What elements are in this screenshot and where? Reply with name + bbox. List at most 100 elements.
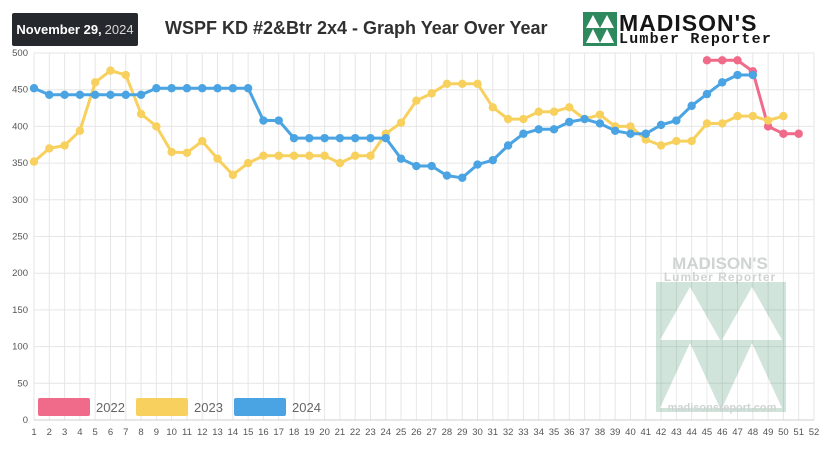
x-tick-label: 43 (671, 427, 682, 438)
y-tick-label: 450 (12, 85, 28, 96)
data-point-2024 (259, 116, 268, 125)
data-point-2023 (503, 114, 513, 124)
data-point-2024 (366, 133, 375, 143)
data-point-2023 (75, 126, 85, 136)
data-point-2023 (274, 151, 283, 160)
legend-label-2024: 2024 (292, 400, 321, 415)
data-point-2023 (121, 70, 130, 80)
x-tick-label: 3 (62, 427, 67, 438)
data-point-2024 (656, 120, 666, 130)
data-point-2024 (412, 161, 421, 171)
data-point-2022 (702, 56, 712, 65)
data-point-2023 (243, 158, 253, 168)
x-tick-label: 49 (763, 427, 774, 438)
data-point-2023 (626, 122, 635, 131)
date-year: 2024 (104, 22, 134, 37)
data-point-2023 (45, 144, 54, 153)
chart-title: WSPF KD #2&Btr 2x4 - Graph Year Over Yea… (165, 18, 548, 38)
madisons-logo: MADISON'S Lumber Reporter (583, 10, 803, 48)
y-tick-label: 0 (23, 415, 28, 426)
data-point-2024 (182, 84, 192, 93)
x-tick-label: 18 (289, 427, 300, 438)
data-point-2024 (641, 129, 650, 138)
x-tick-label: 29 (457, 427, 468, 438)
y-tick-label: 400 (12, 121, 28, 132)
x-tick-label: 11 (182, 427, 192, 438)
series-2023 (29, 66, 788, 180)
data-point-2024 (733, 70, 742, 80)
data-point-2024 (442, 171, 452, 180)
x-tick-label: 4 (77, 427, 82, 438)
data-point-2024 (427, 161, 436, 171)
x-tick-label: 12 (197, 427, 208, 438)
data-point-2024 (335, 133, 345, 143)
data-point-2024 (243, 84, 253, 93)
logo-title: MADISON'S (619, 10, 758, 36)
x-tick-label: 9 (154, 427, 159, 438)
data-point-2023 (90, 78, 100, 87)
data-point-2024 (748, 70, 758, 80)
x-tick-label: 42 (656, 427, 667, 438)
x-tick-label: 41 (640, 427, 651, 438)
data-point-2023 (412, 96, 421, 105)
data-point-2024 (106, 90, 115, 100)
y-axis: 0 50 100 150 200 250 300 350 400 450 500 (12, 48, 28, 426)
data-point-2023 (289, 151, 299, 160)
x-tick-label: 34 (533, 427, 544, 438)
data-point-2023 (442, 79, 452, 89)
x-tick-label: 24 (380, 427, 391, 438)
data-point-2023 (718, 119, 727, 128)
data-point-2024 (595, 119, 605, 128)
y-tick-label: 500 (12, 48, 28, 59)
legend: 2022 2023 2024 (38, 398, 321, 416)
x-tick-label: 27 (426, 427, 437, 438)
x-tick-label: 48 (748, 427, 759, 438)
legend-swatch-2023 (136, 398, 188, 416)
data-point-2024 (167, 84, 176, 93)
data-point-2022 (718, 56, 727, 65)
data-point-2024 (549, 125, 559, 134)
data-point-2023 (182, 148, 192, 158)
x-tick-label: 30 (472, 427, 483, 438)
x-tick-label: 28 (442, 427, 453, 438)
x-tick-label: 5 (93, 427, 98, 438)
x-tick-label: 31 (488, 427, 499, 438)
x-tick-label: 25 (396, 427, 407, 438)
data-point-2023 (167, 147, 176, 157)
x-tick-label: 13 (212, 427, 223, 438)
x-tick-label: 16 (258, 427, 269, 438)
data-point-2024 (198, 84, 207, 93)
data-point-2023 (213, 154, 222, 163)
x-tick-label: 21 (335, 427, 346, 438)
watermark-tree-icon (656, 282, 786, 412)
data-point-2023 (366, 151, 375, 160)
data-point-2024 (274, 116, 283, 125)
data-point-2023 (136, 109, 146, 119)
x-tick-label: 20 (319, 427, 330, 438)
x-tick-label: 47 (732, 427, 743, 438)
legend-label-2022: 2022 (96, 400, 125, 415)
x-tick-label: 51 (793, 427, 804, 438)
data-point-2024 (519, 129, 528, 138)
data-point-2024 (45, 90, 54, 100)
data-point-2023 (350, 151, 360, 160)
x-tick-label: 8 (138, 427, 143, 438)
x-tick-label: 22 (350, 427, 361, 438)
data-point-2024 (320, 133, 329, 143)
x-tick-label: 10 (166, 427, 177, 438)
x-tick-label: 37 (579, 427, 590, 438)
data-point-2024 (305, 133, 314, 143)
data-point-2024 (60, 90, 69, 100)
legend-swatch-2024 (234, 398, 286, 416)
data-point-2024 (610, 126, 620, 136)
data-point-2024 (213, 84, 222, 93)
data-point-2024 (580, 114, 589, 124)
data-point-2023 (152, 122, 161, 131)
data-point-2023 (427, 89, 436, 98)
data-point-2023 (29, 157, 39, 166)
data-point-2023 (473, 79, 482, 89)
x-tick-label: 32 (503, 427, 514, 438)
data-point-2023 (228, 170, 238, 180)
x-tick-label: 7 (123, 427, 128, 438)
data-point-2023 (733, 111, 742, 121)
